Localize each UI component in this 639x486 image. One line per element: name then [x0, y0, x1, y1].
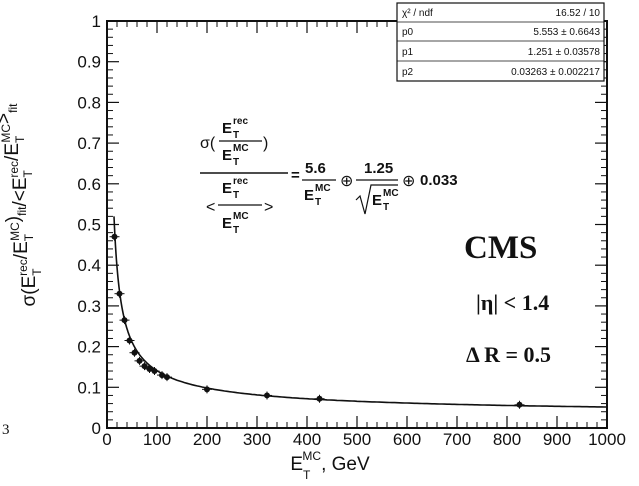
y-tick-label: 0.9	[77, 53, 101, 72]
data-point	[159, 372, 165, 379]
x-tick-label: 300	[243, 430, 271, 449]
formula-lower-den-t: T	[233, 225, 239, 236]
stats-label-p2: p2	[402, 67, 414, 78]
fit-stats-box: χ² / ndf 16.52 / 10 p0 5.553 ± 0.6643 p1…	[396, 2, 605, 82]
data-point	[126, 337, 133, 344]
formula-term1-mc: MC	[315, 183, 331, 194]
data-point	[121, 317, 128, 324]
formula-oplus-2: ⊕	[402, 173, 415, 190]
formula-num-rec: rec	[233, 116, 248, 127]
formula-term1-e: E	[304, 187, 314, 204]
x-tick-label: 600	[393, 430, 421, 449]
fit-curve	[113, 216, 607, 408]
x-tick-label: 1000	[588, 430, 626, 449]
formula-constant: 0.033	[420, 172, 458, 189]
formula-sigma-open: σ(	[200, 135, 216, 152]
stats-value-p2: 0.03263 ± 0.002217	[511, 67, 600, 78]
x-tick-label: 400	[293, 430, 321, 449]
x-axis-tick-labels: 0 100 200 300 400 500 600 700 800 900 1000	[102, 430, 626, 449]
y-tick-label: 0.8	[77, 93, 101, 112]
x-tick-label: 700	[443, 430, 471, 449]
y-tick-label: 0.3	[77, 297, 101, 316]
formula-lower-den-mc: MC	[233, 211, 249, 222]
x-axis-title: ETMC, GeV	[290, 449, 370, 481]
data-point	[204, 386, 210, 393]
formula-sqrt	[355, 184, 398, 215]
formula-term1-t: T	[315, 197, 321, 208]
x-tick-label: 200	[193, 430, 221, 449]
formula-term2-e: E	[372, 192, 382, 209]
x-tick-label: 900	[543, 430, 571, 449]
data-point	[151, 368, 158, 375]
stats-label-p0: p0	[402, 27, 414, 38]
y-tick-label: 0.6	[77, 175, 101, 194]
formula-den-t: T	[233, 157, 239, 168]
formula-coef-a: 5.6	[305, 160, 326, 177]
data-point	[164, 374, 170, 381]
data-point	[264, 392, 270, 399]
resolution-formula: σ( E rec T E MC T ) E rec T < > E MC T =…	[200, 116, 458, 236]
formula-lower-rec: rec	[233, 176, 248, 187]
formula-angle-close: >	[264, 199, 273, 216]
y-tick-label: 1	[92, 12, 101, 31]
x-tick-label: 800	[493, 430, 521, 449]
stats-label-chi2: χ² / ndf	[402, 8, 433, 19]
y-tick-label: 0.7	[77, 134, 101, 153]
data-point	[111, 233, 118, 240]
formula-num-e: E	[222, 120, 232, 137]
formula-lower-t: T	[233, 190, 239, 201]
data-points	[109, 232, 525, 409]
formula-equals: =	[291, 167, 300, 184]
experiment-label: CMS	[464, 230, 537, 266]
y-tick-label: 0	[92, 419, 101, 438]
formula-lower-den-e: E	[222, 215, 232, 232]
formula-sigma-close: )	[263, 135, 268, 152]
data-point	[316, 395, 323, 402]
data-point	[116, 290, 123, 297]
formula-num-t: T	[233, 130, 239, 141]
y-tick-label: 0.5	[77, 216, 101, 235]
stats-value-chi2: 16.52 / 10	[556, 8, 601, 19]
data-point	[131, 349, 138, 356]
y-tick-label: 0.2	[77, 338, 101, 357]
stats-label-p1: p1	[402, 47, 414, 58]
stats-value-p1: 1.251 ± 0.03578	[528, 47, 601, 58]
data-point	[516, 401, 523, 408]
delta-r-label: Δ R = 0.5	[466, 342, 551, 367]
data-point	[146, 365, 153, 372]
x-tick-label: 100	[143, 430, 171, 449]
formula-term2-t: T	[383, 202, 389, 213]
x-tick-label: 500	[343, 430, 371, 449]
formula-den-e: E	[222, 147, 232, 164]
data-point	[141, 363, 148, 370]
stray-page-label: 3	[2, 422, 10, 438]
y-axis-title: σ(ETrec/ETMC)fit/<ETrec/ETMC>fit	[0, 103, 44, 307]
y-tick-label: 0.1	[77, 378, 101, 397]
x-tick-label: 0	[102, 430, 111, 449]
stats-value-p0: 5.553 ± 0.6643	[533, 27, 600, 38]
formula-oplus-1: ⊕	[340, 173, 353, 190]
y-axis-ticks	[107, 20, 607, 429]
data-point	[136, 357, 143, 364]
y-axis-tick-labels: 0 0.1 0.2 0.3 0.4 0.5 0.6 0.7 0.8 0.9 1	[77, 12, 101, 438]
formula-den-mc: MC	[233, 143, 249, 154]
formula-coef-b: 1.25	[364, 160, 393, 177]
eta-cut-label: |η| < 1.4	[476, 290, 549, 315]
y-tick-label: 0.4	[77, 256, 101, 275]
formula-angle-open: <	[206, 199, 215, 216]
formula-lower-e: E	[222, 180, 232, 197]
formula-term2-mc: MC	[383, 188, 399, 199]
